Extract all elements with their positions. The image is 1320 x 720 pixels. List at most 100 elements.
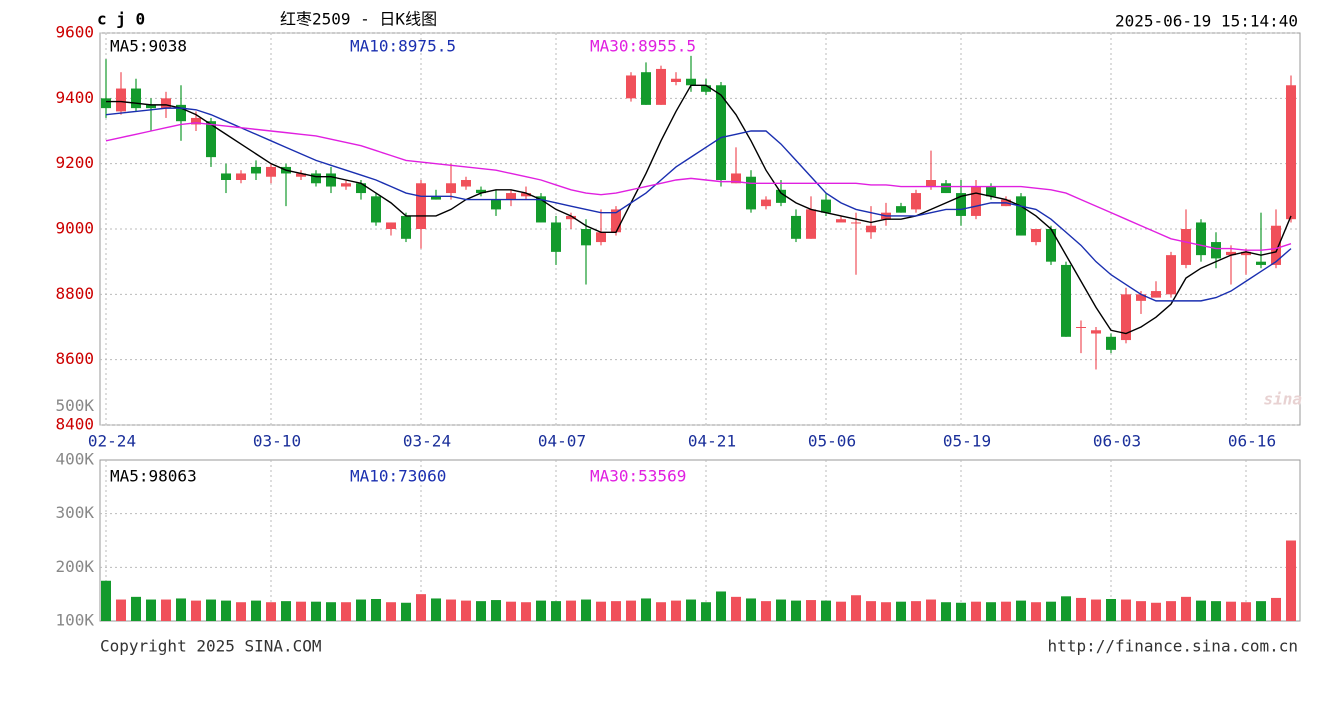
volume-bar — [161, 599, 171, 621]
y-tick-label: 9400 — [55, 88, 94, 107]
volume-bar — [266, 602, 276, 621]
volume-bar — [311, 601, 321, 621]
ma-line — [106, 84, 1292, 335]
volume-ma-label: MA10:73060 — [350, 467, 446, 486]
volume-bar — [206, 599, 216, 621]
candle-body — [476, 189, 486, 194]
candle-body — [521, 193, 531, 197]
candle-body — [941, 183, 951, 194]
volume-bar — [1091, 599, 1101, 621]
volume-bar — [1136, 601, 1146, 621]
y-tick-label: 500K — [55, 396, 94, 415]
volume-bar — [176, 598, 186, 621]
volume-bar — [611, 601, 621, 621]
candle-body — [1016, 196, 1026, 236]
watermark: sina — [1263, 390, 1302, 409]
candle-body — [806, 209, 816, 239]
volume-bar — [341, 602, 351, 621]
candle-body — [251, 166, 261, 174]
volume-bar — [791, 600, 801, 621]
volume-bar — [671, 600, 681, 621]
candle-body — [161, 98, 171, 109]
candle-body — [101, 98, 111, 109]
volume-bar — [1031, 602, 1041, 621]
x-tick-label: 06-16 — [1228, 432, 1276, 451]
candle-body — [1121, 294, 1131, 341]
volume-bar — [1001, 601, 1011, 621]
symbol: c j 0 — [97, 10, 145, 29]
x-tick-label: 05-06 — [808, 432, 856, 451]
volume-bar — [1271, 597, 1281, 621]
volume-bar — [1181, 596, 1191, 621]
candle-body — [671, 78, 681, 82]
candle-body — [1286, 85, 1296, 220]
volume-bar — [1241, 602, 1251, 621]
candle-body — [1136, 294, 1146, 301]
volume-bar — [491, 600, 501, 621]
candle-body — [416, 183, 426, 229]
x-tick-label: 04-07 — [538, 432, 586, 451]
candle-body — [791, 215, 801, 239]
volume-bar — [386, 602, 396, 621]
volume-bar — [1226, 601, 1236, 621]
ma-line — [105, 122, 1292, 251]
volume-bar — [911, 601, 921, 621]
volume-bar — [536, 600, 546, 621]
x-tick-label: 03-24 — [403, 432, 451, 451]
volume-bar — [776, 599, 786, 621]
candle-body — [656, 68, 666, 105]
volume-bar — [1061, 596, 1071, 621]
x-tick-label: 03-10 — [253, 432, 301, 451]
volume-bar — [836, 601, 846, 621]
chart-title: 红枣2509 - 日K线图 — [280, 10, 437, 29]
volume-bar — [1166, 601, 1176, 621]
candle-body — [566, 215, 576, 220]
candle-body — [626, 75, 636, 99]
volume-bar — [221, 600, 231, 621]
candle-body — [221, 173, 231, 180]
candle-body — [146, 104, 156, 109]
volume-bar — [371, 598, 381, 621]
url: http://finance.sina.com.cn — [1048, 637, 1298, 656]
volume-ma-label: MA5:98063 — [110, 467, 197, 486]
candle-body — [311, 173, 321, 184]
volume-bar — [821, 600, 831, 621]
y-tick-label: 8600 — [55, 349, 94, 368]
volume-bar — [1286, 540, 1296, 621]
volume-bar — [926, 599, 936, 621]
candle-body — [926, 180, 936, 187]
candle-body — [1256, 261, 1266, 265]
volume-bar — [1016, 600, 1026, 621]
candle-body — [641, 72, 651, 105]
candle-body — [1046, 229, 1056, 262]
y-tick-label: 300K — [55, 503, 94, 522]
volume-bar — [626, 600, 636, 621]
candle-body — [431, 196, 441, 200]
volume-bar — [281, 601, 291, 621]
volume-bar — [146, 599, 156, 621]
candle-body — [1076, 327, 1086, 328]
candle-body — [1241, 251, 1251, 256]
volume-bar — [506, 601, 516, 621]
candle-body — [341, 183, 351, 187]
candle-body — [701, 85, 711, 92]
y-tick-label: 9000 — [55, 219, 94, 238]
y-tick-label: 9600 — [55, 23, 94, 42]
volume-panel — [99, 459, 1301, 622]
y-tick-label: 400K — [55, 450, 94, 469]
candle-body — [176, 104, 186, 122]
y-tick-label: 100K — [55, 611, 94, 630]
volume-bar — [1151, 602, 1161, 621]
candle-body — [1196, 222, 1206, 256]
candle-body — [581, 229, 591, 246]
volume-bar — [431, 598, 441, 621]
volume-bar — [236, 602, 246, 621]
candle-body — [761, 199, 771, 207]
volume-bar — [641, 598, 651, 621]
candle-body — [206, 121, 216, 158]
candle-body — [386, 222, 396, 229]
volume-bar — [116, 599, 126, 621]
volume-bar — [866, 601, 876, 621]
volume-bar — [716, 591, 726, 621]
candle-body — [131, 88, 141, 109]
